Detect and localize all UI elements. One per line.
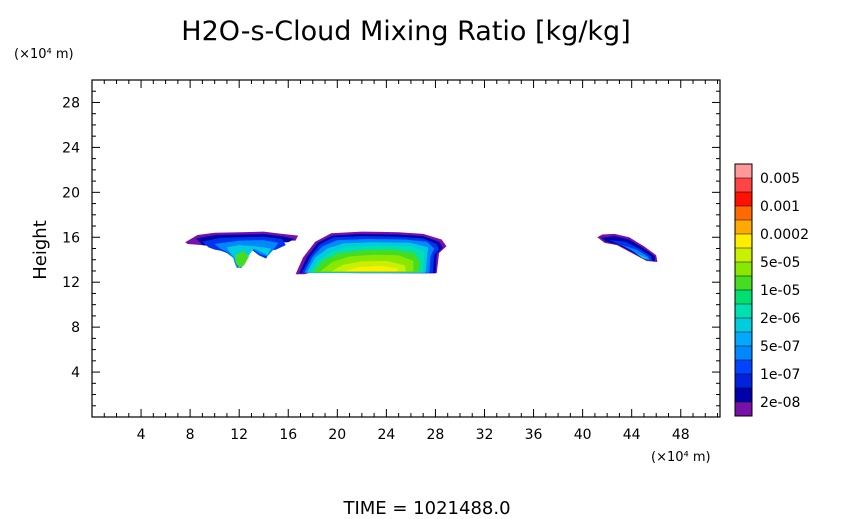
colorbar-label: 1e-05: [760, 283, 800, 299]
colorbar-swatch: [735, 262, 752, 277]
colorbar-swatch: [735, 304, 752, 319]
colorbar: [734, 163, 753, 417]
x-tick-label: 8: [186, 427, 195, 443]
colorbar-swatch: [735, 206, 752, 221]
cloud-west: [185, 231, 299, 269]
y-tick-label: 24: [62, 140, 80, 156]
x-tick-label: 48: [672, 427, 690, 443]
y-tick-label: 16: [62, 230, 80, 246]
colorbar-swatch: [735, 332, 752, 347]
colorbar-label: 2e-06: [760, 311, 800, 327]
y-tick-label: 8: [71, 320, 80, 336]
x-tick-label: 28: [427, 427, 445, 443]
x-tick-label: 16: [279, 427, 297, 443]
x-tick-labels: 4 8 12 16 20 24 28 32 36 40 44 48: [137, 427, 690, 443]
y-tick-label: 4: [71, 365, 80, 381]
colorbar-swatch: [735, 178, 752, 193]
x-tick-label: 32: [476, 427, 494, 443]
colorbar-swatch: [735, 346, 752, 361]
cloud-central-layer-9: [343, 265, 399, 272]
colorbar-label: 5e-07: [760, 339, 800, 355]
chart-title: H2O-s-Cloud Mixing Ratio [kg/kg]: [181, 16, 630, 47]
colorbar-swatch: [735, 276, 752, 291]
x-axis-unit: (×10⁴ m): [651, 450, 711, 465]
colorbar-label: 2e-08: [760, 395, 800, 411]
colorbar-labels: 0.005 0.001 0.0002 5e-05 1e-05 2e-06 5e-07 1e-0…: [760, 171, 809, 411]
y-axis-label: Height: [30, 220, 51, 280]
y-tick-label: 20: [62, 185, 80, 201]
plot-area: [185, 231, 658, 275]
time-footer: TIME = 1021488.0: [342, 498, 510, 519]
y-tick-labels: 4 8 12 16 20 24 28: [62, 95, 80, 381]
colorbar-swatch: [735, 402, 752, 417]
cloud-east: [597, 233, 658, 262]
x-tick-label: 36: [525, 427, 543, 443]
x-tick-label: 24: [377, 427, 395, 443]
colorbar-label: 1e-07: [760, 367, 800, 383]
x-tick-label: 4: [137, 427, 146, 443]
y-tick-label: 28: [62, 95, 80, 111]
x-tick-label: 40: [574, 427, 592, 443]
y-axis-unit: (×10⁴ m): [14, 47, 74, 62]
colorbar-label: 0.001: [760, 199, 800, 215]
colorbar-swatch: [735, 234, 752, 249]
colorbar-swatch: [735, 192, 752, 207]
y-tick-label: 12: [62, 275, 80, 291]
colorbar-label: 0.0002: [760, 227, 809, 243]
colorbar-label: 0.005: [760, 171, 800, 187]
cloud-east-layer-4: [635, 253, 649, 260]
x-tick-label: 12: [230, 427, 248, 443]
colorbar-swatch: [735, 360, 752, 375]
cloud-west-layer-5: [235, 250, 249, 268]
x-tick-label: 44: [623, 427, 641, 443]
colorbar-swatch: [735, 248, 752, 263]
colorbar-swatch: [735, 318, 752, 333]
colorbar-swatch: [735, 388, 752, 403]
colorbar-swatch: [735, 164, 752, 179]
x-tick-label: 20: [328, 427, 346, 443]
colorbar-label: 5e-05: [760, 255, 800, 271]
colorbar-swatch: [735, 220, 752, 235]
cloud-central: [295, 231, 447, 275]
axis-ticks: [91, 79, 721, 418]
colorbar-swatch: [735, 290, 752, 305]
colorbar-swatch: [735, 374, 752, 389]
